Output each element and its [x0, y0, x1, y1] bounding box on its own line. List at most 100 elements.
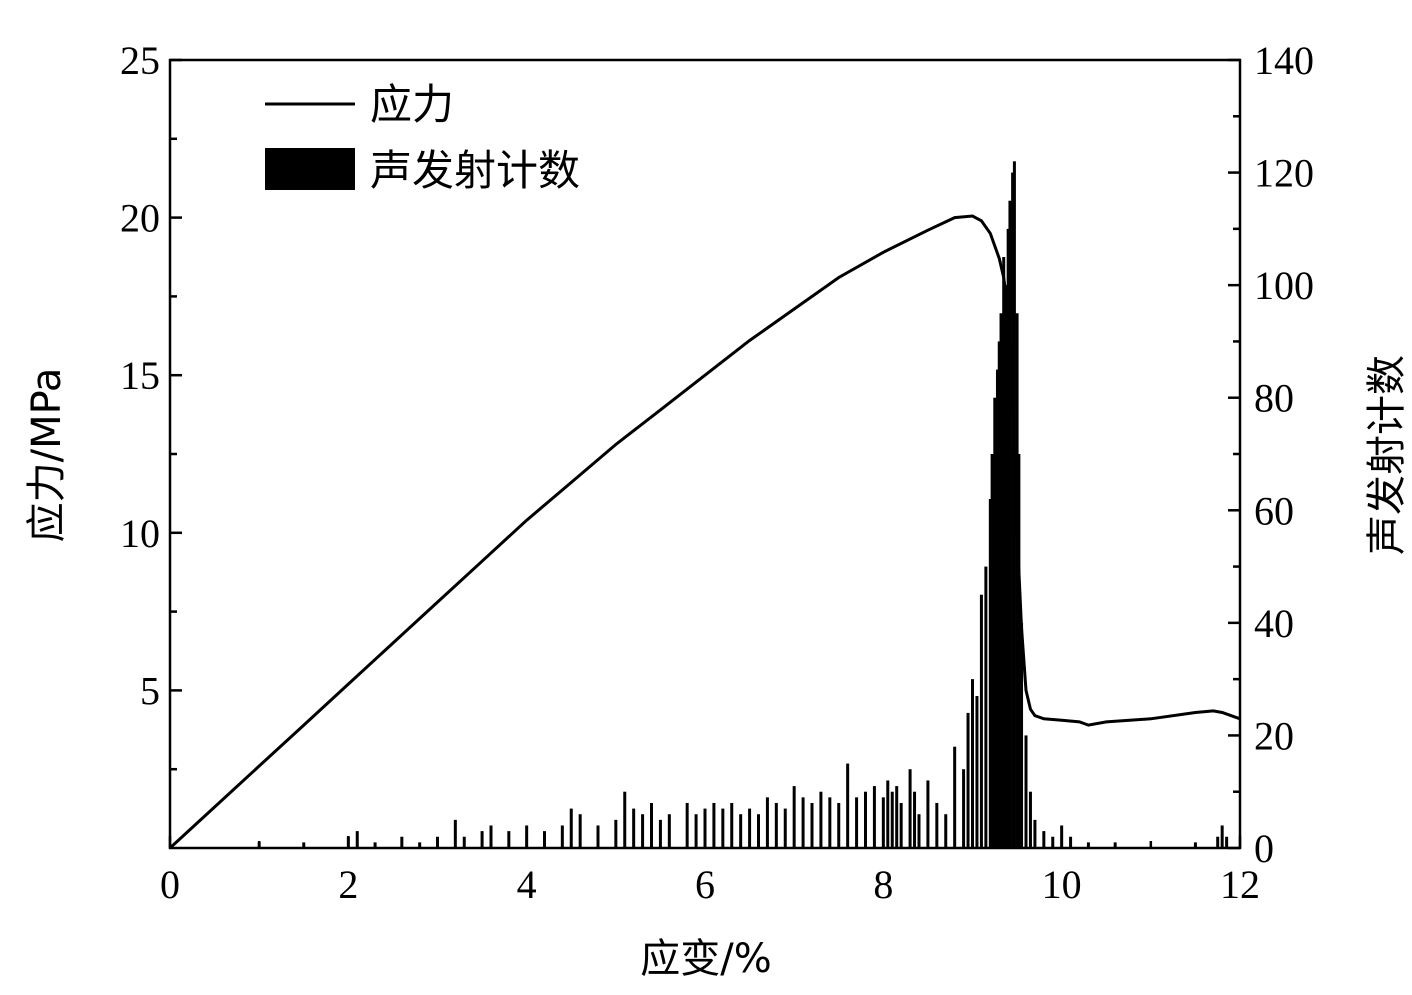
ae-bar [641, 814, 645, 848]
ae-bar [926, 780, 930, 848]
legend-label-ae: 声发射计数 [370, 146, 580, 195]
ae-bar [650, 802, 653, 848]
ae-bar [560, 825, 564, 848]
ae-bar [730, 802, 734, 848]
ae-bar [913, 791, 917, 848]
y-axis-title: 应力/MPa [24, 368, 70, 543]
ae-bar [302, 842, 306, 848]
legend-bar-swatch [265, 148, 355, 190]
ae-bar [953, 746, 957, 848]
y2-tick-label: 120 [1254, 151, 1314, 196]
legend-label-stress: 应力 [370, 80, 454, 129]
ae-bar [962, 769, 966, 848]
legend: 应力 声发射计数 [265, 80, 580, 195]
ae-bar [1002, 257, 1006, 848]
ae-bar [988, 499, 992, 848]
y2-tick-label: 0 [1254, 826, 1274, 871]
ae-bar [792, 786, 796, 848]
ae-bar [1011, 172, 1015, 849]
x-tick-label: 0 [160, 862, 180, 907]
x-tick-label: 6 [695, 862, 715, 907]
ae-bar [1225, 836, 1229, 848]
ae-bar [966, 712, 970, 848]
ae-bar [480, 831, 484, 848]
x-tick-label: 2 [338, 862, 358, 907]
ae-bar [1086, 842, 1090, 848]
ae-bar [1193, 842, 1197, 848]
ae-bar [935, 802, 939, 848]
ae-bar [1028, 791, 1032, 848]
ae-bar [355, 831, 359, 848]
ae-bar [373, 842, 377, 848]
ae-bar [1012, 161, 1016, 849]
ae-bar [990, 454, 994, 848]
ae-bar [995, 369, 999, 848]
ae-bar [783, 808, 787, 848]
ae-bar [712, 802, 716, 848]
x-axis-title: 应变/% [640, 936, 771, 982]
ae-bar [632, 808, 636, 848]
ae-bar [578, 814, 582, 848]
y2-tick-label: 40 [1254, 601, 1294, 646]
ae-bar [846, 763, 850, 848]
ae-bar [658, 819, 662, 848]
ae-bar [694, 814, 698, 848]
ae-bar [703, 808, 707, 848]
ae-bar [462, 836, 466, 848]
y-axis-ticks: 5 10 15 20 25 [120, 38, 182, 771]
ae-bar [1033, 819, 1037, 848]
ae-bar [819, 791, 823, 848]
ae-bar [569, 808, 573, 848]
y2-tick-label: 20 [1254, 713, 1294, 758]
ae-bar [881, 797, 885, 848]
ae-bar [993, 397, 997, 848]
x-tick-label: 12 [1220, 862, 1260, 907]
y-tick-label: 15 [120, 353, 160, 398]
ae-bar [739, 814, 743, 848]
ae-bar [864, 791, 867, 848]
ae-bar [489, 825, 493, 848]
ae-bar [895, 786, 899, 848]
y2-axis-title: 声发射计数 [1364, 355, 1410, 555]
ae-bar [1113, 842, 1117, 848]
ae-bar [1069, 836, 1073, 848]
y-tick-label: 5 [140, 668, 160, 713]
ae-bar [685, 802, 689, 848]
ae-bar [984, 566, 988, 848]
ae-bar [801, 797, 805, 848]
ae-bar [890, 791, 894, 848]
ae-bar [765, 797, 769, 848]
x-tick-label: 4 [517, 862, 537, 907]
ae-bar [748, 808, 752, 848]
ae-bar [855, 797, 859, 848]
ae-bar [1024, 735, 1028, 848]
ae-bar [872, 786, 876, 848]
ae-bar [917, 814, 921, 848]
ae-bar [507, 831, 511, 848]
ae-bar [999, 313, 1003, 848]
ae-bar [810, 802, 814, 848]
ae-bar [828, 797, 832, 848]
ae-bar [997, 341, 1001, 848]
ae-bar [400, 836, 404, 848]
ae-bar [1020, 622, 1024, 848]
y2-tick-label: 100 [1254, 263, 1314, 308]
ae-bar [944, 814, 948, 848]
ae-count-bars [257, 161, 1229, 849]
ae-bar [837, 802, 841, 848]
stress-line [168, 214, 1241, 850]
ae-bar [1220, 825, 1224, 848]
ae-bar [453, 819, 457, 848]
ae-bar [1003, 285, 1007, 849]
y2-tick-label: 60 [1254, 488, 1294, 533]
ae-bar [971, 679, 974, 848]
y-tick-label: 20 [120, 196, 160, 241]
ae-bar [596, 825, 600, 848]
ae-bar [1006, 228, 1010, 848]
ae-bar [979, 594, 983, 848]
ae-bar [1051, 836, 1055, 848]
ae-bar [418, 842, 422, 848]
ae-bar [543, 831, 546, 848]
ae-bar [975, 696, 979, 848]
